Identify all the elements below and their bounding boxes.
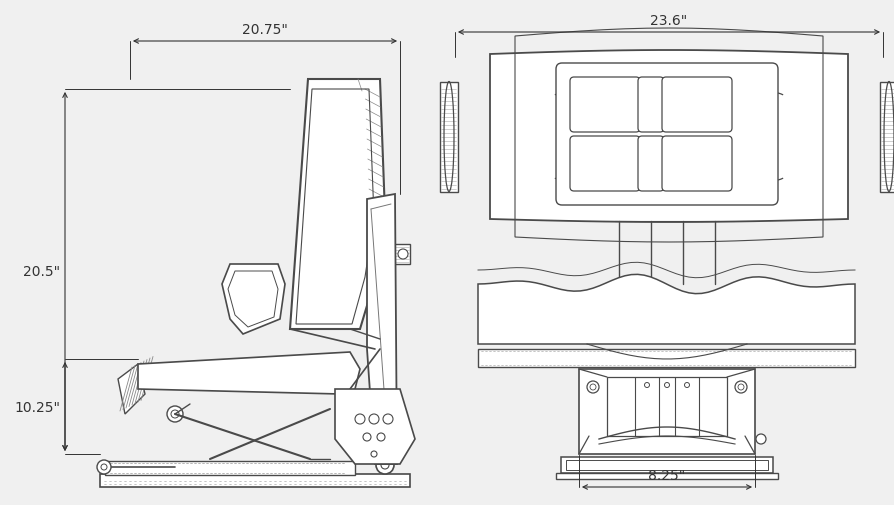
Circle shape <box>664 383 670 388</box>
Text: 23.6": 23.6" <box>650 14 687 28</box>
Text: 20.5": 20.5" <box>23 265 60 279</box>
Bar <box>105 461 355 475</box>
Circle shape <box>685 383 689 388</box>
Bar <box>566 460 768 470</box>
Polygon shape <box>290 80 385 329</box>
Bar <box>100 474 410 487</box>
Circle shape <box>398 249 408 260</box>
Polygon shape <box>138 352 360 394</box>
Circle shape <box>355 414 365 424</box>
Text: 10.25": 10.25" <box>14 400 60 414</box>
Bar <box>607 377 727 436</box>
Circle shape <box>756 434 766 444</box>
Circle shape <box>101 464 107 470</box>
Polygon shape <box>367 194 397 464</box>
Circle shape <box>97 460 111 474</box>
Text: 20.75": 20.75" <box>242 23 288 37</box>
FancyBboxPatch shape <box>662 78 732 133</box>
Polygon shape <box>335 389 415 464</box>
Bar <box>440 82 458 192</box>
Circle shape <box>645 383 650 388</box>
FancyBboxPatch shape <box>570 137 640 191</box>
Circle shape <box>587 381 599 393</box>
FancyBboxPatch shape <box>638 137 664 191</box>
Circle shape <box>590 384 596 390</box>
Polygon shape <box>222 265 285 334</box>
FancyBboxPatch shape <box>638 78 664 133</box>
FancyBboxPatch shape <box>570 78 640 133</box>
Circle shape <box>369 414 379 424</box>
Circle shape <box>381 461 389 469</box>
Circle shape <box>738 384 744 390</box>
Polygon shape <box>118 364 145 414</box>
Circle shape <box>167 406 183 422</box>
Bar <box>556 473 778 479</box>
Bar <box>561 457 773 473</box>
Circle shape <box>371 451 377 457</box>
Polygon shape <box>490 51 848 223</box>
Circle shape <box>735 381 747 393</box>
Circle shape <box>377 433 385 441</box>
FancyBboxPatch shape <box>662 137 732 191</box>
FancyBboxPatch shape <box>556 64 778 206</box>
Circle shape <box>383 414 393 424</box>
Text: 8.25": 8.25" <box>648 468 686 482</box>
Circle shape <box>376 456 394 474</box>
Circle shape <box>363 433 371 441</box>
Bar <box>478 349 855 367</box>
Polygon shape <box>478 275 855 344</box>
Circle shape <box>171 410 179 418</box>
Bar <box>880 82 894 192</box>
Bar <box>579 369 755 454</box>
Bar <box>392 244 410 265</box>
